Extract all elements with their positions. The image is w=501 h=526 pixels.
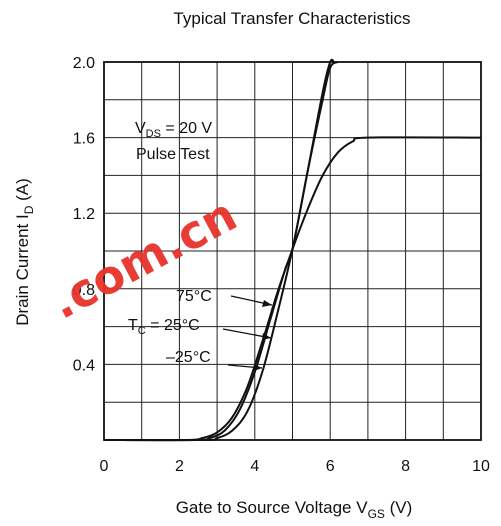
- series-line-1: [103, 61, 339, 442]
- series-group: [103, 58, 482, 442]
- annotation-minus25c: –25°C: [166, 349, 211, 366]
- x-tick-label: 4: [250, 458, 259, 475]
- x-tick-label: 0: [100, 458, 109, 475]
- plot-frame: [103, 61, 482, 441]
- x-tick-label: 8: [401, 458, 410, 475]
- chart-title: Typical Transfer Characteristics: [173, 9, 410, 28]
- tick-labels: 0 2 4 6 8 10 0.4 0.8 1.2 1.6 2.0: [73, 55, 490, 475]
- arrowhead-25c: [262, 333, 271, 340]
- series-line-2: [103, 58, 335, 442]
- y-tick-label: 1.2: [73, 206, 95, 223]
- series-annotations: 75°C TC = 25°C –25°C: [128, 288, 273, 371]
- annotation-25c: TC = 25°C: [128, 317, 200, 337]
- y-tick-label: 1.6: [73, 131, 95, 148]
- y-tick-label: 2.0: [73, 55, 95, 72]
- x-tick-label: 10: [472, 458, 490, 475]
- y-tick-label: 0.8: [73, 282, 95, 299]
- y-tick-label: 0.4: [73, 357, 95, 374]
- y-axis-label: Drain Current ID (A): [13, 178, 36, 326]
- condition-vds: VDS = 20 V: [135, 120, 212, 140]
- x-tick-label: 6: [326, 458, 335, 475]
- condition-pulse: Pulse Test: [136, 146, 210, 163]
- x-axis-label: Gate to Source Voltage VGS (V): [176, 498, 413, 521]
- x-tick-label: 2: [175, 458, 184, 475]
- annotation-75c: 75°C: [176, 288, 212, 305]
- arrowhead-minus25c: [254, 364, 262, 371]
- arrowhead-75c: [262, 300, 272, 307]
